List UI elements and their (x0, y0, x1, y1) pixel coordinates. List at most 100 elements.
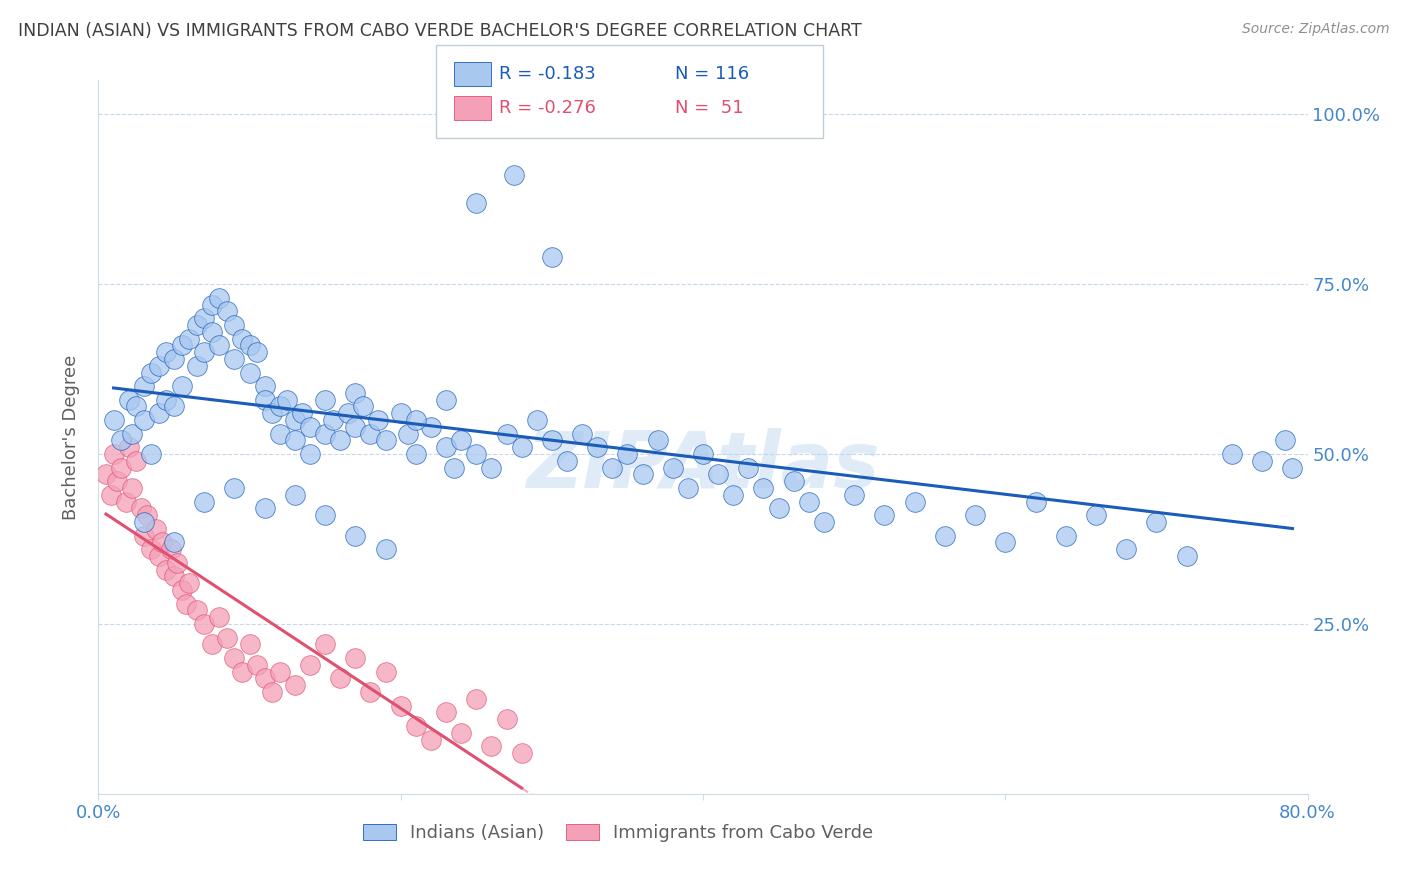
Point (481, 460, 503, 475)
Point (844, 488, 866, 502)
Point (118, 440, 141, 454)
Point (170, 338, 193, 352)
Point (495, 712, 517, 726)
Point (193, 494, 215, 508)
Point (571, 426, 593, 441)
Text: ZIPAtlas: ZIPAtlas (526, 427, 880, 504)
Point (336, 406, 359, 420)
Point (215, 304, 238, 318)
Point (201, 325, 224, 339)
Y-axis label: Bachelor's Degree: Bachelor's Degree (62, 354, 80, 520)
Point (163, 535, 186, 549)
Point (103, 447, 125, 461)
Point (405, 447, 427, 461)
Point (1085, 508, 1108, 523)
Point (540, 250, 562, 264)
Point (510, 440, 533, 454)
Point (224, 651, 246, 665)
Point (253, 501, 276, 516)
Point (434, 706, 457, 720)
Point (768, 501, 790, 516)
Point (132, 515, 155, 529)
Text: Source: ZipAtlas.com: Source: ZipAtlas.com (1241, 22, 1389, 37)
Point (150, 535, 173, 549)
Point (132, 379, 155, 393)
Point (752, 481, 775, 495)
Point (389, 406, 412, 420)
Point (1274, 434, 1296, 448)
Point (314, 392, 336, 407)
Point (616, 447, 638, 461)
Point (246, 657, 269, 672)
Point (344, 651, 367, 665)
Point (269, 665, 291, 679)
Point (291, 406, 314, 420)
Point (994, 535, 1017, 549)
Point (965, 508, 987, 523)
Point (434, 392, 457, 407)
Point (797, 494, 820, 508)
Point (434, 440, 457, 454)
Point (100, 488, 122, 502)
Point (155, 345, 177, 359)
Point (179, 576, 201, 591)
Point (201, 637, 224, 651)
Point (405, 719, 427, 733)
Point (1175, 549, 1198, 563)
Point (526, 413, 548, 427)
Point (374, 542, 396, 557)
Point (163, 569, 186, 583)
Point (314, 637, 336, 651)
Point (1024, 494, 1046, 508)
Point (141, 366, 163, 380)
Point (352, 400, 374, 414)
Point (129, 501, 152, 516)
Point (676, 481, 699, 495)
Point (420, 420, 443, 434)
Point (396, 426, 419, 441)
Point (208, 338, 231, 352)
Point (405, 413, 427, 427)
Point (1220, 447, 1243, 461)
Point (873, 508, 896, 523)
Point (344, 420, 367, 434)
Point (121, 426, 143, 441)
Point (540, 434, 562, 448)
Point (299, 420, 322, 434)
Point (481, 739, 503, 754)
Point (276, 392, 298, 407)
Point (314, 426, 336, 441)
Point (125, 400, 148, 414)
Point (465, 691, 488, 706)
Point (141, 542, 163, 557)
Point (707, 467, 730, 482)
Point (208, 610, 231, 624)
Point (186, 359, 208, 373)
Point (344, 385, 367, 400)
Point (1251, 454, 1274, 468)
Point (503, 169, 526, 183)
Point (322, 413, 344, 427)
Text: R = -0.276: R = -0.276 (499, 99, 596, 117)
Point (374, 434, 396, 448)
Point (1115, 542, 1137, 557)
Point (114, 494, 136, 508)
Point (224, 318, 246, 332)
Point (450, 725, 472, 739)
Point (1144, 515, 1167, 529)
Point (148, 359, 170, 373)
Point (586, 440, 609, 454)
Text: R = -0.183: R = -0.183 (499, 65, 596, 83)
Point (443, 460, 465, 475)
Point (193, 617, 215, 632)
Point (314, 508, 336, 523)
Point (186, 603, 208, 617)
Point (163, 400, 186, 414)
Point (94, 467, 117, 482)
Point (367, 413, 389, 427)
Point (170, 379, 193, 393)
Point (145, 522, 167, 536)
Point (465, 195, 488, 210)
Point (737, 460, 759, 475)
Point (783, 475, 806, 489)
